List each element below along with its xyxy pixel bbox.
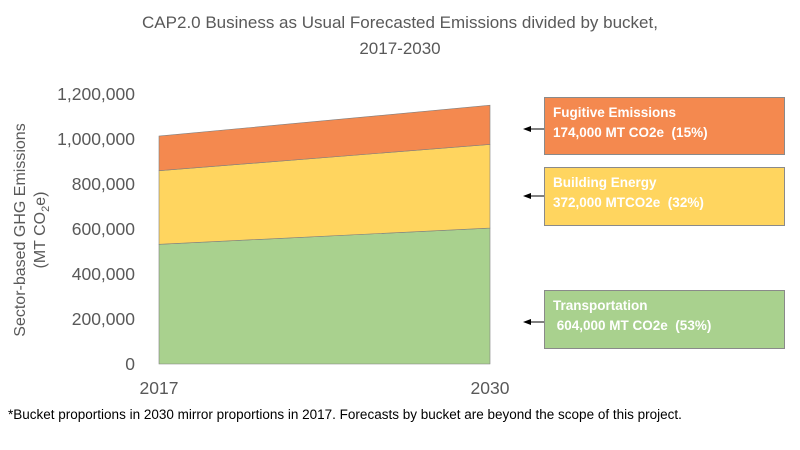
annotation-title: Fugitive Emissions: [553, 105, 677, 120]
arrowhead-icon: [523, 126, 531, 132]
y-tick-label: 1,000,000: [57, 129, 135, 149]
footnote: *Bucket proportions in 2030 mirror propo…: [8, 407, 682, 422]
annotation-title: Building Energy: [553, 175, 657, 190]
x-tick-label: 2017: [140, 378, 179, 398]
annotation-box-building-energy: Building Energy 372,000 MTCO2e (32%): [544, 167, 785, 226]
annotation-title: Transportation: [553, 298, 648, 313]
y-tick-label: 800,000: [72, 174, 136, 194]
y-tick-label: 1,200,000: [57, 84, 135, 104]
x-tick-label: 2030: [471, 378, 510, 398]
chart-title-line1: CAP2.0 Business as Usual Forecasted Emis…: [142, 13, 658, 32]
annotation-box-fugitive-emissions: Fugitive Emissions 174,000 MT CO2e (15%): [544, 97, 785, 155]
arrowhead-icon: [523, 193, 531, 199]
area-transportation: [158, 227, 491, 365]
y-tick-label: 0: [125, 354, 135, 374]
y-tick-label: 400,000: [72, 264, 136, 284]
annotation-value: 372,000 MTCO2e (32%): [553, 195, 704, 210]
annotation-box-transportation: Transportation 604,000 MT CO2e (53%): [544, 290, 785, 349]
y-tick-label: 600,000: [72, 219, 136, 239]
arrowhead-icon: [523, 319, 531, 325]
y-axis-title: Sector-based GHG Emissions (MT CO2e): [12, 123, 52, 336]
y-axis-title-line1: Sector-based GHG Emissions: [12, 123, 29, 336]
y-axis-title-line2: (MT CO2e): [32, 192, 52, 269]
chart-title-line2: 2017-2030: [359, 39, 440, 58]
annotation-value: 604,000 MT CO2e (53%): [553, 318, 712, 333]
y-tick-label: 200,000: [72, 309, 136, 329]
area-fugitive-emissions: [158, 104, 491, 172]
annotation-value: 174,000 MT CO2e (15%): [553, 125, 708, 140]
